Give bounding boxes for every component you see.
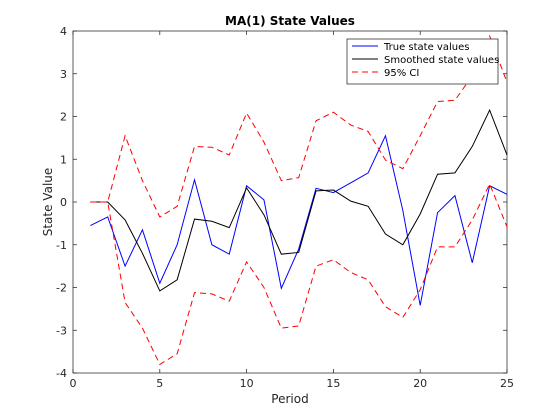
series-line-smoothed-state-values	[90, 108, 508, 292]
series-line-95-ci	[90, 34, 508, 218]
chart-title: MA(1) State Values	[225, 14, 355, 28]
series-layer	[90, 34, 508, 366]
y-tick-label: 1	[60, 153, 67, 166]
legend-label-ci: 95% CI	[384, 68, 419, 79]
y-tick-label: 0	[60, 196, 67, 209]
x-tick-label: 0	[70, 377, 77, 390]
y-tick-label: -1	[56, 239, 67, 252]
y-tick-label: -3	[56, 324, 67, 337]
y-tick-label: 2	[60, 111, 67, 124]
x-axis-label: Period	[271, 392, 308, 406]
series-line-95-ci-lower	[90, 182, 508, 366]
x-tick-label: 15	[326, 377, 340, 390]
x-tick-label: 5	[156, 377, 163, 390]
legend-label-smoothed: Smoothed state values	[384, 55, 499, 66]
x-tick-label: 20	[413, 377, 427, 390]
legend-label-true: True state values	[383, 42, 469, 53]
axis-ticks: 0 5 10 15 20 25 -4 -3 -2 -1 0 1 2 3 4	[56, 25, 514, 390]
y-tick-label: 3	[60, 68, 67, 81]
x-tick-label: 10	[240, 377, 254, 390]
y-axis-label: State Value	[41, 168, 55, 237]
x-tick-label: 25	[500, 377, 514, 390]
plot-frame	[72, 30, 508, 374]
y-tick-label: -2	[56, 282, 67, 295]
legend: True state values Smoothed state values …	[346, 38, 499, 85]
plot-area	[72, 30, 508, 374]
y-tick-label: 4	[60, 25, 67, 38]
y-tick-label: -4	[56, 367, 67, 380]
series-line-true-state-values	[90, 134, 508, 306]
